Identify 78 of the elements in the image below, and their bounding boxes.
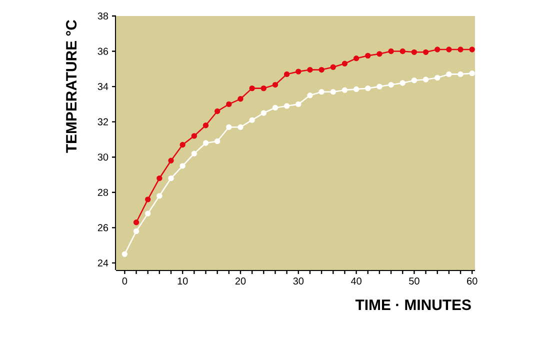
x-tick-label: 50: [409, 278, 420, 285]
y-tick-label: 28: [98, 188, 108, 196]
point: [272, 82, 278, 88]
x-axis-title: TIME · MINUTES: [355, 300, 471, 310]
point: [388, 82, 394, 88]
point: [318, 89, 324, 95]
y-tick-label: 38: [98, 12, 108, 20]
y-tick-label: 24: [98, 259, 108, 266]
point: [238, 96, 244, 102]
point: [434, 74, 440, 81]
y-tick-label: 36: [98, 48, 108, 55]
point: [145, 196, 151, 202]
point: [458, 46, 464, 52]
point: [249, 85, 255, 92]
point: [411, 49, 418, 55]
point: [365, 52, 371, 59]
point: [330, 89, 336, 95]
point: [307, 92, 313, 98]
point: [272, 104, 278, 111]
point: [446, 46, 452, 52]
y-tick-label: 34: [98, 83, 108, 90]
point: [238, 124, 244, 130]
x-tick-label: 30: [293, 278, 304, 285]
point: [284, 103, 290, 109]
point: [353, 86, 360, 92]
point: [180, 142, 186, 148]
point: [365, 85, 371, 92]
point: [214, 108, 220, 114]
point: [260, 110, 266, 116]
point: [168, 158, 174, 164]
y-tick-label: 30: [98, 154, 108, 161]
point: [180, 163, 186, 169]
x-tick-label: 10: [178, 278, 188, 285]
point: [214, 138, 220, 144]
point: [318, 66, 324, 73]
point: [284, 71, 290, 78]
point: [376, 51, 382, 57]
point: [400, 48, 406, 54]
x-tick-label: 20: [235, 278, 246, 285]
point: [260, 85, 266, 92]
x-tick-label: 0: [122, 278, 128, 285]
y-axis-title: TEMPERATURE °C: [66, 20, 77, 153]
point: [353, 55, 360, 62]
point: [458, 71, 464, 78]
point: [296, 101, 302, 108]
point: [422, 49, 429, 55]
point: [307, 66, 313, 73]
point: [342, 60, 348, 66]
point: [156, 175, 162, 182]
point: [226, 101, 232, 108]
point: [191, 150, 198, 156]
point: [434, 46, 440, 52]
point: [202, 122, 209, 128]
point: [122, 251, 128, 257]
point: [249, 117, 255, 123]
point: [296, 68, 302, 74]
x-tick-label: 60: [467, 278, 478, 285]
point: [330, 64, 336, 70]
point: [145, 210, 151, 216]
point: [400, 80, 406, 86]
point: [156, 193, 162, 199]
point: [226, 124, 232, 130]
point: [446, 71, 452, 78]
point: [422, 76, 429, 82]
y-tick-label: 26: [98, 224, 108, 232]
point: [376, 84, 382, 90]
y-tick-label: 32: [98, 118, 108, 126]
x-tick-label: 40: [350, 278, 362, 285]
point: [469, 46, 475, 52]
point: [202, 140, 209, 146]
point: [469, 70, 475, 76]
point: [168, 175, 174, 182]
point: [388, 48, 394, 54]
point: [191, 133, 198, 139]
point: [342, 87, 348, 93]
point: [133, 220, 140, 226]
point: [133, 228, 140, 234]
point: [411, 78, 418, 84]
